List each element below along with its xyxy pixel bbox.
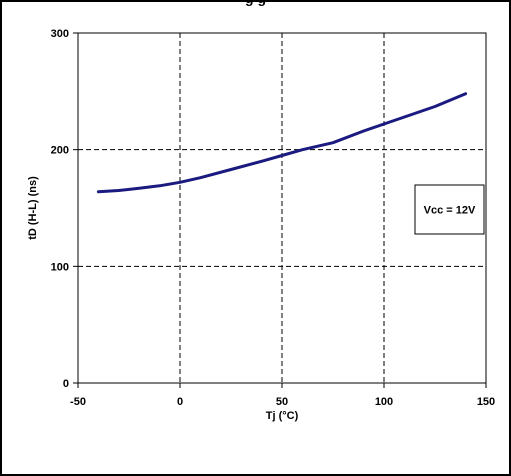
series-layer [96, 92, 468, 194]
x-tick-label: 100 [375, 396, 393, 408]
figure-header: g g [0, 0, 511, 8]
y-tick-label: 200 [51, 145, 69, 157]
x-axis-label: Tj (°C) [266, 410, 299, 422]
annotation-box: Vcc = 12V [414, 184, 485, 235]
x-tick-label: 50 [276, 396, 288, 408]
annotation-box-frame [414, 184, 485, 235]
y-axis-label: tD (H-L) (ns) [27, 176, 39, 240]
y-tick-label: 100 [51, 261, 69, 273]
series-line [96, 92, 468, 194]
y-tick-label: 300 [51, 28, 69, 40]
y-tick-label: 0 [63, 378, 69, 390]
x-tick-label: 0 [177, 396, 183, 408]
x-tick-label: -50 [70, 396, 86, 408]
grid-layer [78, 33, 486, 383]
x-tick-label: 150 [477, 396, 495, 408]
annotation-text: Vcc = 12V [424, 205, 476, 217]
